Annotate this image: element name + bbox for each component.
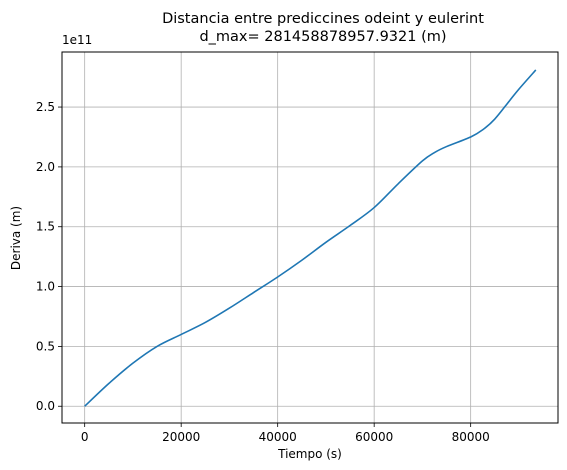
series-line: [84, 69, 537, 407]
x-tick-label: 80000: [452, 430, 490, 444]
y-axis-ticks: 0.0 0.5 1.0 1.5 2.0 2.5: [36, 100, 62, 413]
chart-subtitle: d_max= 281458878957.9321 (m): [199, 29, 446, 45]
x-tick-label: 0: [81, 430, 89, 444]
x-tick-label: 40000: [259, 430, 297, 444]
y-offset-label: 1e11: [62, 33, 92, 47]
chart-title: Distancia entre prediccines odeint y eul…: [162, 11, 484, 27]
y-tick-label: 1.5: [36, 220, 55, 234]
x-axis-label: Tiempo (s): [277, 447, 342, 461]
series-layer: [84, 69, 537, 407]
x-tick-label: 20000: [162, 430, 200, 444]
y-tick-label: 0.5: [36, 339, 55, 353]
y-axis-label: Deriva (m): [9, 206, 23, 270]
y-tick-label: 2.5: [36, 100, 55, 114]
x-axis-ticks: 0 20000 40000 60000 80000: [81, 423, 490, 444]
y-tick-label: 2.0: [36, 160, 55, 174]
grid: [62, 52, 558, 423]
y-tick-label: 1.0: [36, 280, 55, 294]
x-tick-label: 60000: [355, 430, 393, 444]
y-tick-label: 0.0: [36, 399, 55, 413]
plot-frame: [61, 51, 559, 424]
